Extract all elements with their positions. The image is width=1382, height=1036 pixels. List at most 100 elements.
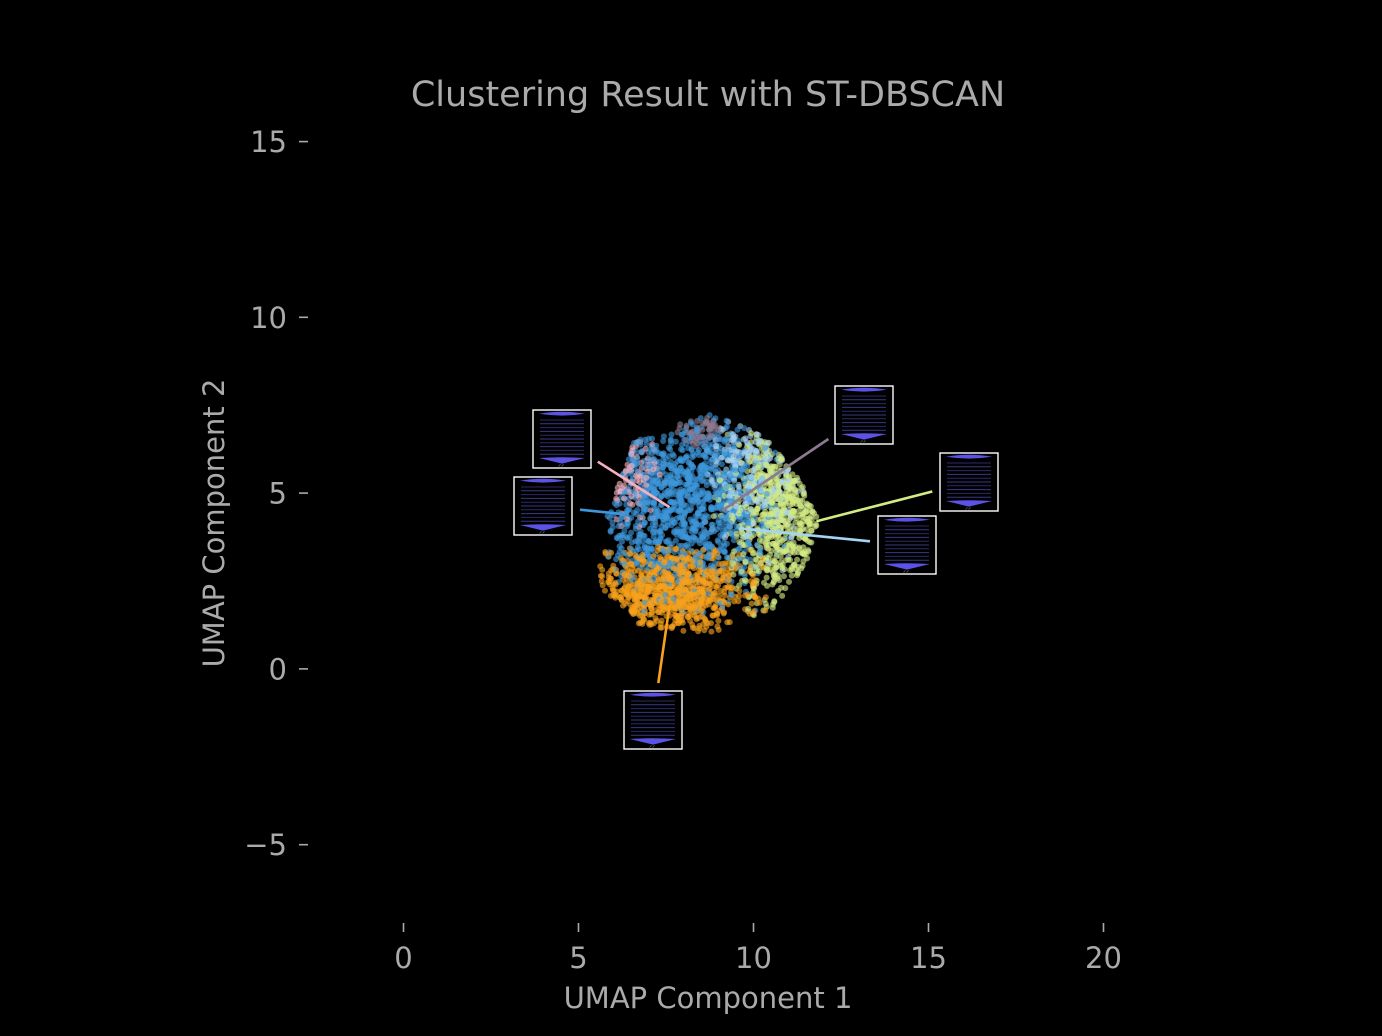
sample-thumbnail-icon (532, 409, 592, 469)
scatter-point (771, 511, 777, 518)
scatter-point (721, 548, 728, 555)
scatter-point (656, 471, 663, 478)
scatter-point (716, 477, 723, 484)
scatter-point (768, 532, 775, 539)
scatter-point (790, 511, 796, 518)
scatter-point (752, 438, 759, 445)
scatter-point (632, 594, 639, 601)
scatter-point (695, 628, 702, 635)
scatter-point (780, 573, 787, 580)
scatter-point (800, 544, 807, 551)
scatter-point (652, 615, 659, 622)
scatter-point (721, 450, 728, 457)
scatter-point (681, 513, 688, 520)
scatter-point (768, 465, 775, 472)
scatter-point (638, 604, 645, 610)
scatter-point (773, 548, 780, 555)
scatter-point (642, 580, 649, 587)
scatter-point (725, 601, 732, 608)
scatter-point (745, 605, 752, 612)
scatter-point (693, 552, 700, 559)
scatter-point (689, 520, 696, 527)
scatter-point (773, 553, 780, 560)
scatter-point (658, 617, 665, 624)
scatter-point (678, 501, 685, 508)
scatter-point (683, 502, 690, 509)
scatter-point (709, 612, 716, 619)
scatter-point (612, 579, 619, 586)
scatter-point (791, 549, 798, 556)
scatter-point (701, 467, 708, 473)
scatter-point (726, 519, 733, 526)
scatter-point (783, 468, 790, 475)
scatter-point (643, 593, 649, 600)
scatter-point (629, 608, 636, 615)
scatter-point (672, 438, 679, 445)
scatter-point (709, 521, 716, 528)
scatter-point (672, 537, 679, 544)
scatter-point (756, 568, 762, 575)
scatter-point (690, 624, 696, 631)
scatter-point (602, 587, 608, 594)
scatter-point (606, 581, 613, 588)
scatter-point (765, 559, 772, 566)
scatter-point (775, 489, 782, 496)
scatter-point (762, 461, 769, 468)
scatter-point (608, 549, 615, 556)
scatter-point (799, 550, 806, 556)
scatter-point (715, 626, 722, 633)
scatter-point (744, 453, 751, 460)
scatter-point (750, 585, 757, 592)
scatter-point (702, 528, 708, 535)
scatter-point (686, 434, 693, 441)
scatter-point (704, 448, 711, 455)
scatter-point (609, 566, 616, 573)
scatter-point (709, 456, 716, 463)
x-tick-label: 5 (569, 941, 587, 975)
scatter-point (661, 584, 668, 590)
scatter-point (672, 466, 679, 473)
scatter-point (730, 571, 737, 578)
scatter-point (647, 619, 654, 626)
x-tick-label: 0 (394, 941, 412, 975)
scatter-point (708, 628, 715, 635)
scatter-point (620, 550, 627, 557)
scatter-point (759, 538, 766, 545)
scatter-point (800, 526, 807, 532)
scatter-point (678, 542, 685, 549)
scatter-point (801, 490, 808, 496)
scatter-point (720, 577, 727, 584)
scatter-point (736, 442, 743, 448)
scatter-point (657, 624, 664, 631)
scatter-point (722, 560, 729, 567)
scatter-point (751, 608, 757, 615)
scatter-point (750, 572, 756, 579)
scatter-point (788, 486, 794, 493)
annotation-line (721, 437, 830, 512)
scatter-point (750, 467, 757, 474)
scatter-point (724, 457, 731, 464)
scatter-point (765, 545, 772, 552)
scatter-point (726, 493, 733, 500)
scatter-point (701, 518, 708, 525)
scatter-point (697, 559, 704, 566)
scatter-point (787, 541, 794, 548)
scatter-point (758, 487, 765, 494)
scatter-point (745, 495, 752, 502)
scatter-point (658, 493, 665, 500)
scatter-point (788, 572, 795, 579)
scatter-point (703, 472, 709, 479)
scatter-point (644, 551, 651, 558)
scatter-point (664, 475, 670, 482)
scatter-point (803, 500, 810, 507)
scatter-point (686, 465, 693, 472)
scatter-point (730, 560, 736, 567)
scatter-point (679, 447, 686, 454)
scatter-point (640, 615, 647, 622)
scatter-point (664, 493, 671, 500)
scatter-point (769, 604, 776, 611)
scatter-point (750, 520, 757, 527)
scatter-point (758, 559, 764, 566)
scatter-point (777, 562, 784, 569)
y-tick-label: 0 (269, 652, 287, 686)
